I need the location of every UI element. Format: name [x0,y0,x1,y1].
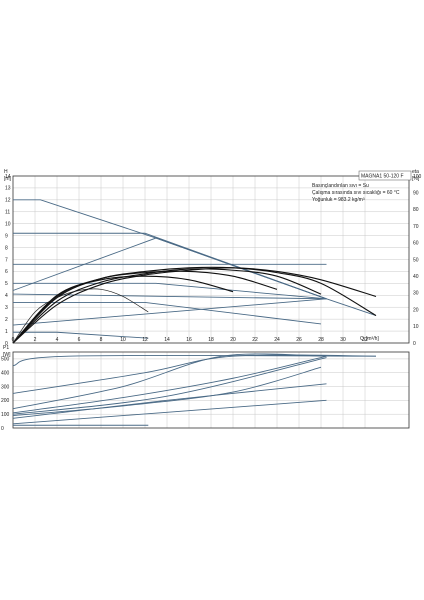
x-tick-label: 18 [208,337,214,343]
efficiency-curve [12,288,149,344]
head-grid [13,176,409,343]
x-tick-label: 14 [164,337,170,343]
y-tick-label: 8 [5,245,8,251]
x-axis-unit: [m³/h] [366,336,379,342]
x-tick-label: 32 [362,337,368,343]
model-label-box [358,170,412,181]
pump-curve [13,282,327,300]
y-tick-label: 10 [5,222,11,228]
y-tick-label: 0 [5,341,8,347]
y-tick-label: 2 [5,317,8,323]
x-tick-label: 24 [274,337,280,343]
y2-tick-label: 60 [413,241,419,247]
y2-tick-label: 100 [413,174,422,180]
power-tick-label: 500 [1,357,10,363]
y-tick-label: 7 [5,257,8,263]
density-info: Yoğunluk = 983.2 kg/m³ [312,197,365,203]
y-tick-label: 6 [5,269,8,275]
power-curve [12,353,327,410]
power-curve [12,383,327,419]
power-curve [12,366,322,417]
efficiency-curve [12,266,377,344]
pump-curve [12,237,327,300]
power-grid [13,352,409,428]
pump-curve [13,301,322,325]
power-curve [12,354,377,394]
y-tick-label: 14 [5,174,11,180]
y2-tick-label: 90 [413,191,419,197]
x-tick-label: 8 [100,337,103,343]
power-tick-label: 200 [1,398,10,404]
x-tick-label: 28 [318,337,324,343]
y2-tick-label: 40 [413,274,419,280]
x-tick-label: 26 [296,337,302,343]
y2-axis-unit: [%] [412,176,420,182]
efficiency-curve [12,267,377,344]
power-panel-frame [12,351,410,429]
power-curve [12,357,327,415]
x-tick-label: 0 [12,337,15,343]
y-tick-label: 3 [5,305,8,311]
y2-tick-label: 80 [413,207,419,213]
fluid-info: Basınçlandırılan sıvı = Su [312,183,369,189]
power-tick-labels: 0 100 200 300 400 500 [1,357,10,432]
x-tick-label: 10 [120,337,126,343]
y2-axis-label: eta [412,169,419,175]
head-panel-frame [12,175,410,344]
power-tick-label: 400 [1,371,10,377]
power-series [12,353,377,426]
efficiency-curve [12,270,278,344]
power-axis-unit: [W] [3,352,11,358]
y-tick-label: 13 [5,186,11,192]
x-axis-label: Q [360,336,364,342]
y-axis-label: H [4,169,8,175]
power-axis-label: P1 [3,345,9,351]
y2-tick-label: 20 [413,307,419,313]
x-tick-label: 2 [34,337,37,343]
y2-tick-label: 10 [413,324,419,330]
y-tick-label: 1 [5,329,8,335]
pump-curve [12,298,327,326]
y-tick-label: 5 [5,281,8,287]
y-axis-unit: [m] [4,176,12,182]
y2-tick-label: 70 [413,224,419,230]
y2-tick-label: 0 [413,341,416,347]
x-tick-label: 6 [78,337,81,343]
x-tick-label: 30 [340,337,346,343]
power-tick-label: 0 [1,426,4,432]
x-tick-label: 16 [186,337,192,343]
y-tick-label: 11 [5,210,10,216]
y-tick-label: 9 [5,233,8,239]
temperature-info: Çalışma sırasında sıvı sıcaklığı = 60 °C [312,190,400,196]
y2-tick-label: 30 [413,291,419,297]
y-tick-label: 4 [5,293,8,299]
pump-curve [12,293,327,300]
power-tick-label: 100 [1,412,10,418]
x-tick-label: 12 [142,337,148,343]
pump-curve [13,331,149,339]
head-tick-labels: 0123456789101112131401020304050607080901… [5,174,422,347]
x-tick-label: 4 [56,337,59,343]
power-curve [12,399,327,425]
power-curve [12,355,327,414]
y-tick-label: 12 [5,198,11,204]
power-tick-label: 300 [1,384,10,390]
x-tick-label: 22 [252,337,258,343]
model-label: MAGNA1 50-120 F [361,174,404,180]
y2-tick-label: 50 [413,257,419,263]
head-series [12,199,377,344]
x-tick-label: 20 [230,337,236,343]
